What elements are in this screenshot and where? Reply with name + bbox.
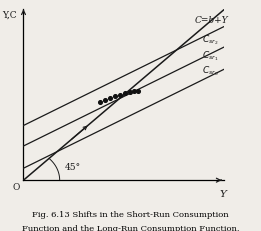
Point	[136, 89, 140, 92]
Text: 45°: 45°	[65, 164, 81, 173]
Point	[113, 94, 117, 98]
Point	[123, 91, 127, 95]
Text: Function and the Long-Run Consumption Function.: Function and the Long-Run Consumption Fu…	[22, 225, 239, 231]
Point	[108, 96, 112, 100]
Text: $C_{sr_1}$: $C_{sr_1}$	[202, 49, 219, 63]
Text: Y: Y	[219, 190, 226, 199]
Point	[128, 90, 132, 94]
Point	[98, 100, 102, 104]
Text: $C_{sr_0}$: $C_{sr_0}$	[202, 65, 219, 78]
Text: C=b+Y: C=b+Y	[194, 16, 228, 25]
Text: $C_{sr_2}$: $C_{sr_2}$	[202, 33, 219, 47]
Text: Fig. 6.13 Shifts in the Short-Run Consumption: Fig. 6.13 Shifts in the Short-Run Consum…	[32, 211, 229, 219]
Point	[103, 98, 107, 102]
Point	[118, 93, 122, 97]
Text: Y,C: Y,C	[2, 11, 16, 20]
Point	[132, 89, 136, 93]
Text: O: O	[13, 183, 20, 192]
